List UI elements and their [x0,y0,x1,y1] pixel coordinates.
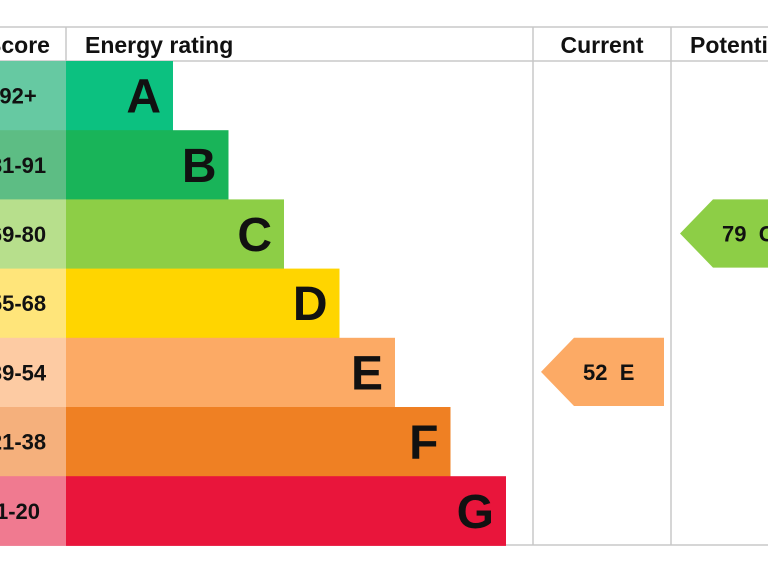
band-letter-a: A [126,71,161,124]
band-letter-c: C [237,209,272,262]
band-letter-d: D [293,278,328,331]
band-bar-g [66,476,506,546]
potential-rating-value: 79 C [722,222,768,247]
header-potential: Potential [690,32,768,58]
score-cell-b [0,130,66,200]
score-label-g: 1-20 [0,499,40,524]
header-current: Current [560,32,643,58]
header-score: Score [0,32,50,58]
rating-arrows: 52 E 79 C [541,199,768,406]
score-cell-c [0,199,66,270]
score-label-c: 69-80 [0,222,46,247]
potential-rating-arrow [680,199,768,268]
score-label-b: 81-91 [0,153,46,178]
band-bar-b [66,130,229,200]
band-bar-c [66,199,284,270]
band-bar-e [66,337,395,408]
score-cell-f [0,407,66,477]
band-bar-d [66,268,340,339]
score-label-d: 55-68 [0,291,46,316]
current-rating-arrow [541,337,664,406]
score-cell-g [0,476,66,546]
score-label-a: 92+ [0,84,37,109]
header-energy-rating: Energy rating [85,32,233,58]
score-label-e: 39-54 [0,360,47,385]
band-letter-f: F [409,417,438,470]
current-rating-value: 52 E [583,360,634,385]
band-letter-g: G [457,486,494,539]
score-cell-d [0,268,66,339]
band-letter-b: B [182,140,217,193]
score-label-f: 21-38 [0,430,46,455]
band-letter-e: E [351,347,383,400]
band-bar-f [66,407,451,477]
rating-bands: 92+ A 81-91 B 69-80 C 55-68 D 39-54 E 21-38 F 1-20 G [0,61,506,546]
band-bar-a [66,61,173,131]
score-cell-a [0,61,66,131]
score-cell-e [0,337,66,408]
